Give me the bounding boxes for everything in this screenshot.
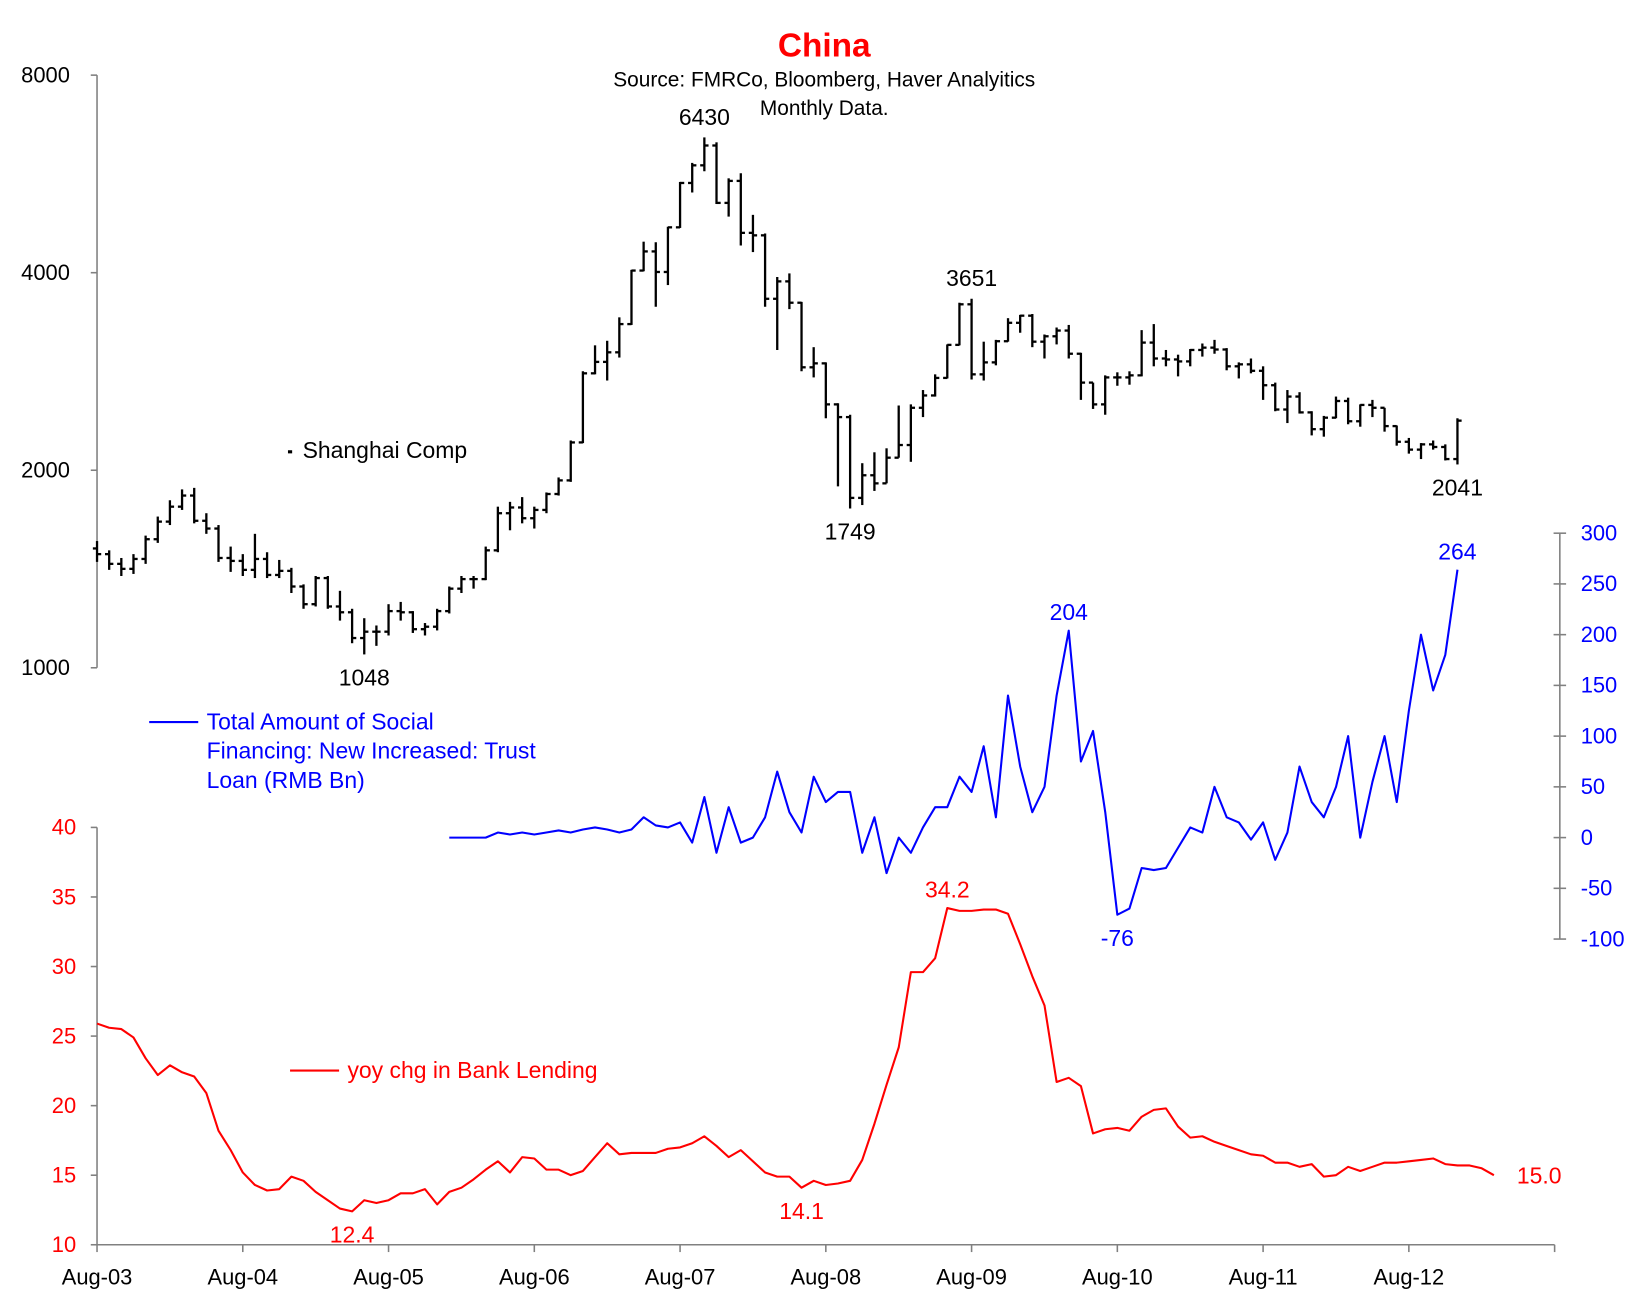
y2-tick-label: -100: [1581, 926, 1625, 951]
chart-subtitle: Source: FMRCo, Bloomberg, Haver Analyiti…: [613, 69, 1035, 92]
data-label: 264: [1438, 538, 1477, 564]
legend-label: yoy chg in Bank Lending: [347, 1056, 598, 1084]
x-tick-label: Aug-10: [1082, 1264, 1153, 1289]
y-tick-label: 8000: [21, 62, 70, 87]
y2-tick-label: 200: [1581, 622, 1618, 647]
x-tick-label: Aug-07: [645, 1264, 716, 1289]
x-tick-label: Aug-08: [791, 1264, 862, 1289]
y3-tick-label: 20: [52, 1093, 76, 1118]
line-series: [449, 569, 1459, 916]
y2-tick-label: 50: [1581, 774, 1605, 799]
y3-tick-label: 25: [52, 1023, 76, 1048]
legend-item: yoy chg in Bank Lending: [347, 1056, 598, 1084]
data-label: 3651: [946, 265, 997, 291]
y3-tick-label: 30: [52, 954, 76, 979]
chart-title: China: [778, 27, 871, 64]
data-label: -76: [1101, 925, 1134, 951]
y3-tick-label: 35: [52, 884, 76, 909]
x-tick-label: Aug-03: [62, 1264, 133, 1289]
y2-tick-label: 300: [1581, 520, 1618, 545]
x-tick-label: Aug-04: [207, 1264, 278, 1289]
data-label: 14.1: [779, 1198, 824, 1224]
legend-label: Shanghai Comp: [302, 437, 468, 464]
line-series: [96, 907, 1495, 1213]
y-tick-label: 2000: [21, 458, 70, 483]
y3-tick-label: 40: [52, 815, 76, 840]
y-tick-label: 4000: [21, 260, 70, 285]
x-tick-label: Aug-11: [1229, 1264, 1298, 1289]
data-label: 2041: [1432, 475, 1483, 501]
y2-tick-label: 0: [1581, 825, 1593, 850]
data-label: 1048: [339, 665, 390, 691]
data-label: 1749: [825, 519, 876, 545]
legend-item: Total Amount of Social Financing: New In…: [206, 708, 536, 793]
y2-tick-label: -50: [1581, 876, 1613, 901]
data-label: 15.0: [1517, 1163, 1562, 1189]
y3-tick-label: 15: [52, 1163, 76, 1188]
y2-tick-label: 250: [1581, 571, 1618, 596]
x-tick-label: Aug-09: [936, 1264, 1007, 1289]
chart-subtitle: Monthly Data.: [760, 97, 889, 120]
y2-tick-label: 150: [1581, 673, 1618, 698]
data-label: 34.2: [925, 877, 970, 903]
ohlc-series: [92, 137, 1462, 655]
y3-tick-label: 10: [52, 1232, 76, 1257]
data-label: 204: [1050, 599, 1089, 625]
legend-item: Shanghai Comp: [302, 437, 468, 464]
y2-tick-label: 100: [1581, 723, 1618, 748]
legend-label: Total Amount of Social Financing: New In…: [206, 708, 536, 793]
data-label: 12.4: [330, 1222, 375, 1248]
x-tick-label: Aug-06: [499, 1264, 570, 1289]
y-tick-label: 1000: [21, 655, 70, 680]
x-tick-label: Aug-05: [353, 1264, 424, 1289]
x-tick-label: Aug-12: [1374, 1264, 1445, 1289]
data-label: 6430: [679, 104, 730, 130]
